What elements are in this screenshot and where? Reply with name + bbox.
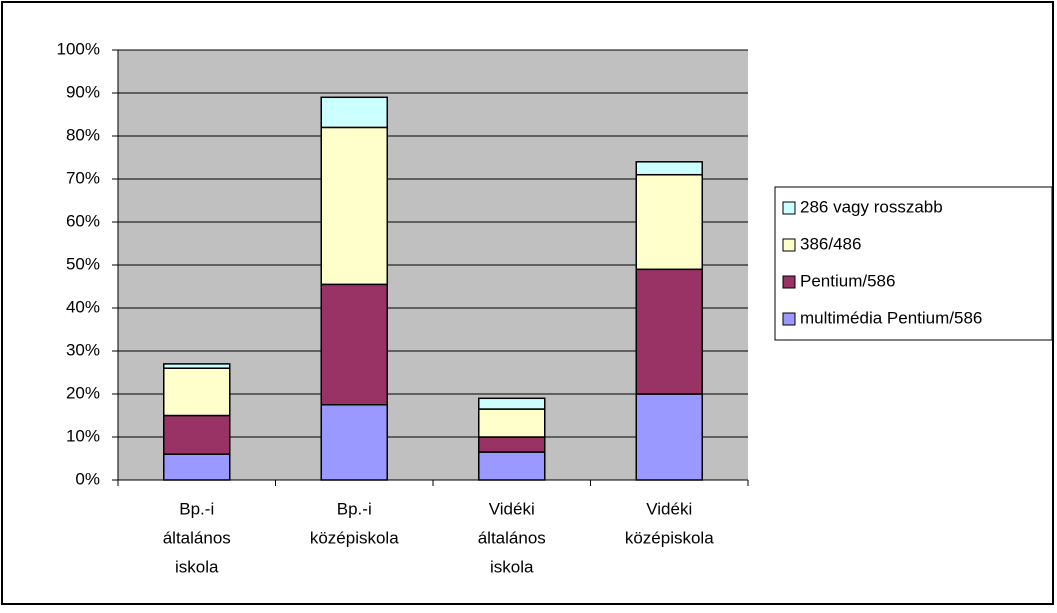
legend-label: 286 vagy rosszabb [800, 197, 943, 216]
legend-label: 386/486 [800, 234, 861, 253]
bar-segment [163, 414, 231, 455]
x-tick-label: általános [163, 528, 231, 547]
bar-segment [635, 173, 703, 271]
y-tick-label: 10% [66, 426, 100, 445]
bar-segment [320, 126, 388, 286]
y-tick-label: 30% [66, 340, 100, 359]
y-tick-label: 0% [75, 469, 100, 488]
bar-segment [478, 436, 546, 453]
x-tick-label: Vidéki [489, 499, 535, 518]
legend-swatch [782, 201, 796, 215]
y-tick-label: 50% [66, 254, 100, 273]
x-tick-label: iskola [490, 557, 534, 576]
legend-swatch [782, 312, 796, 326]
x-tick-label: Vidéki [646, 499, 692, 518]
y-tick-label: 100% [57, 39, 100, 58]
bar-segment [163, 363, 231, 369]
y-tick-label: 40% [66, 297, 100, 316]
bar-segment [163, 367, 231, 417]
y-tick-label: 90% [66, 82, 100, 101]
bar-segment [635, 393, 703, 481]
legend-label: multimédia Pentium/586 [800, 308, 982, 327]
legend-box [774, 186, 1053, 341]
bar-segment [163, 453, 231, 481]
legend-swatch [782, 275, 796, 289]
y-tick-label: 60% [66, 211, 100, 230]
bar-segment [320, 96, 388, 129]
y-tick-label: 70% [66, 168, 100, 187]
x-tick-label: iskola [175, 557, 219, 576]
legend-swatch [782, 238, 796, 252]
bar-segment [478, 451, 546, 481]
legend-label: Pentium/586 [800, 271, 895, 290]
x-tick-label: középiskola [625, 528, 714, 547]
bar-segment [478, 397, 546, 410]
bar-segment [320, 283, 388, 406]
x-tick-label: Bp.-i [337, 499, 372, 518]
bar-segment [320, 404, 388, 481]
bar-segment [635, 268, 703, 395]
y-tick-label: 80% [66, 125, 100, 144]
x-tick-label: középiskola [310, 528, 399, 547]
bar-segment [635, 161, 703, 176]
y-tick-label: 20% [66, 383, 100, 402]
x-tick-label: Bp.-i [179, 499, 214, 518]
bar-segment [478, 408, 546, 438]
x-tick-label: általános [478, 528, 546, 547]
